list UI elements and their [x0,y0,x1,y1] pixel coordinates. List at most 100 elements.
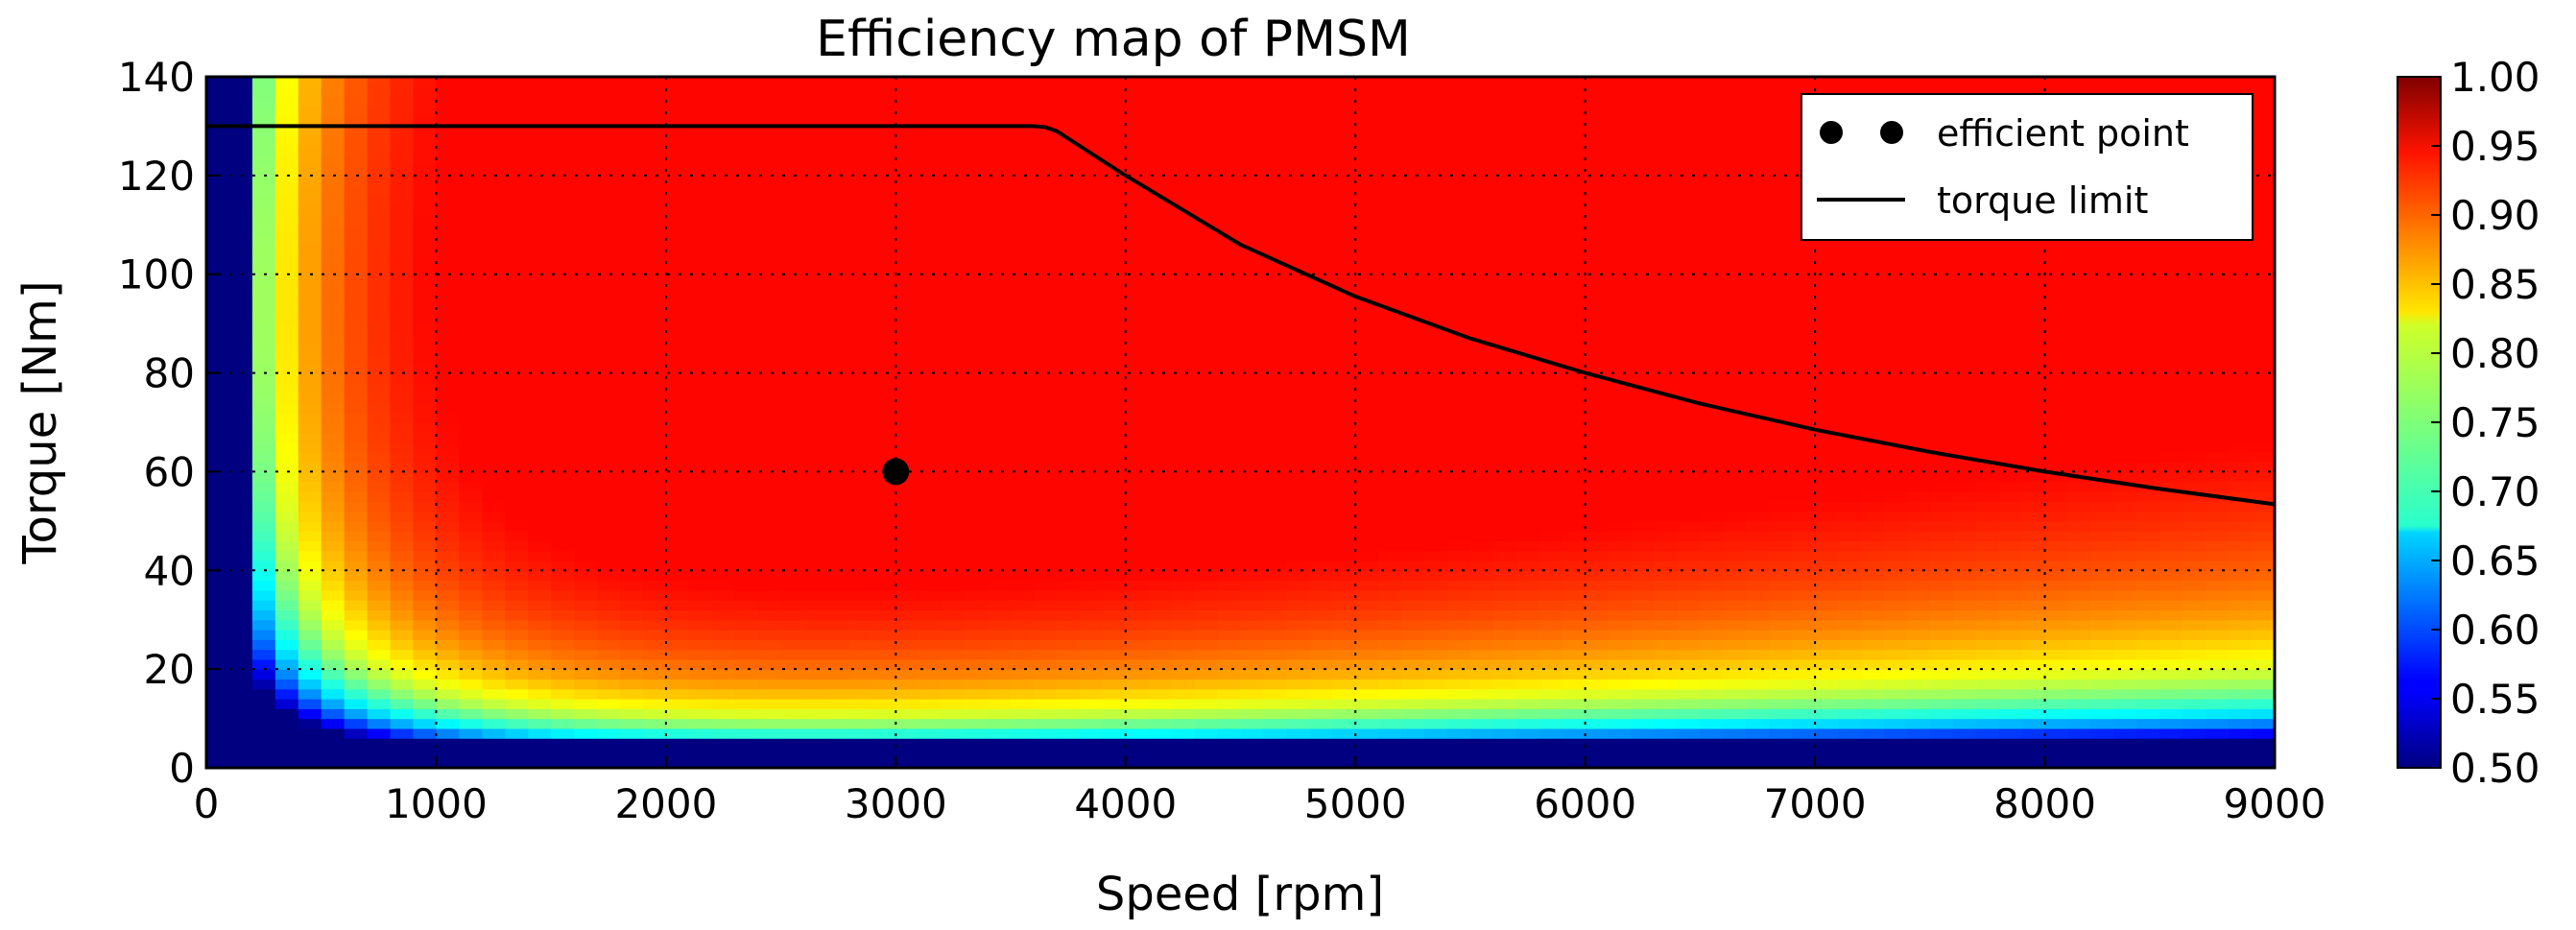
heatmap-cell [1309,284,1333,295]
heatmap-cell [390,679,415,690]
heatmap-cell [1240,96,1265,107]
heatmap-cell [1700,727,1724,739]
heatmap-cell [1769,234,1793,246]
heatmap-cell [1424,589,1448,601]
heatmap-cell [459,135,483,147]
heatmap-cell [734,560,759,571]
heatmap-cell [321,580,346,591]
heatmap-cell [298,718,322,729]
heatmap-cell [1079,649,1104,660]
heatmap-cell [251,264,276,275]
heatmap-cell [780,540,805,552]
heatmap-cell [757,155,782,167]
heatmap-cell [367,481,392,492]
heatmap-cell [734,589,759,601]
heatmap-cell [965,540,989,552]
heatmap-cell [1723,284,1747,295]
heatmap-cell [551,146,575,156]
heatmap-cell [1654,757,1679,769]
heatmap-cell [482,471,506,483]
heatmap-cell [1769,639,1793,651]
heatmap-cell [228,570,253,582]
heatmap-cell [1309,363,1333,374]
heatmap-cell [1492,382,1517,393]
heatmap-cell [1194,254,1219,266]
heatmap-cell [298,630,322,640]
heatmap-cell [1447,393,1471,404]
heatmap-cell [1562,708,1586,720]
heatmap-cell [1585,679,1610,690]
heatmap-cell [1332,106,1356,117]
heatmap-cell [206,393,230,404]
heatmap-cell [849,135,873,147]
heatmap-cell [757,77,782,87]
heatmap-cell [849,531,873,542]
heatmap-cell [321,550,346,561]
heatmap-cell [1447,501,1471,513]
heatmap-cell [1654,225,1679,236]
heatmap-cell [665,501,690,513]
heatmap-cell [1378,511,1402,522]
heatmap-cell [251,669,276,680]
heatmap-cell [459,511,483,522]
heatmap-cell [574,491,598,502]
heatmap-cell [1538,727,1563,739]
heatmap-cell [251,195,276,206]
heatmap-cell [872,441,896,453]
heatmap-cell [1792,679,1816,690]
heatmap-cell [1217,303,1242,315]
heatmap-cell [1079,135,1104,147]
heatmap-cell [1332,284,1356,295]
heatmap-cell [1447,471,1471,483]
heatmap-cell [551,718,575,729]
heatmap-cell [872,589,896,601]
heatmap-cell [1378,264,1402,275]
heatmap-cell [1654,353,1679,364]
heatmap-cell [1034,204,1058,216]
heatmap-cell [528,462,552,473]
heatmap-cell [274,195,299,206]
heatmap-cell [1424,471,1448,483]
heatmap-cell [367,658,392,670]
heatmap-cell [1585,323,1610,335]
heatmap-cell [1079,511,1104,522]
heatmap-cell [1125,432,1150,443]
heatmap-cell [1240,382,1265,393]
heatmap-cell [1378,748,1402,759]
heatmap-cell [1792,441,1816,453]
heatmap-cell [1286,600,1310,611]
heatmap-cell [711,126,736,137]
heatmap-cell [367,520,392,532]
heatmap-cell [206,580,230,591]
heatmap-cell [1838,630,1862,640]
heatmap-cell [597,738,621,750]
heatmap-cell [228,757,253,769]
heatmap-cell [1515,323,1540,335]
heatmap-cell [1102,215,1127,226]
heatmap-cell [1746,600,1770,611]
heatmap-cell [228,215,253,226]
heatmap-cell [574,679,598,690]
heatmap-cell [1746,96,1770,107]
heatmap-cell [413,353,438,364]
heatmap-cell [1677,106,1701,117]
heatmap-cell [1171,658,1196,670]
heatmap-cell [1792,748,1816,759]
heatmap-cell [1608,471,1633,483]
heatmap-cell [1263,679,1287,690]
heatmap-cell [1631,639,1656,651]
heatmap-cell [965,116,989,128]
heatmap-cell [1492,531,1517,542]
heatmap-cell [1492,77,1517,87]
heatmap-cell [1492,501,1517,513]
heatmap-cell [1171,441,1196,453]
heatmap-cell [965,234,989,246]
heatmap-cell [1769,560,1793,571]
heatmap-cell [1378,619,1402,631]
heatmap-cell [918,451,942,463]
heatmap-cell [872,609,896,621]
heatmap-cell [1286,718,1310,729]
heatmap-cell [1125,195,1150,206]
heatmap-cell [965,165,989,177]
heatmap-cell [1700,708,1724,720]
